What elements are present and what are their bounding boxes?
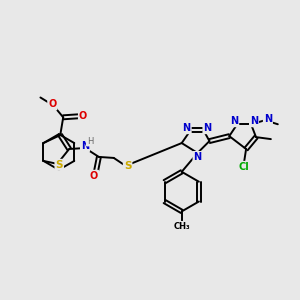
Text: N: N — [194, 152, 202, 162]
Text: N: N — [81, 141, 89, 151]
Text: O: O — [79, 111, 87, 121]
Text: N: N — [264, 114, 272, 124]
Text: CH₃: CH₃ — [173, 222, 190, 231]
Text: N: N — [250, 116, 258, 126]
Text: N: N — [203, 123, 211, 133]
Text: O: O — [90, 171, 98, 181]
Text: N: N — [183, 123, 191, 133]
Text: N: N — [230, 116, 238, 126]
Text: H: H — [87, 136, 93, 146]
Text: S: S — [124, 161, 131, 171]
Text: S: S — [56, 160, 63, 170]
Text: O: O — [48, 99, 56, 110]
Text: Cl: Cl — [239, 162, 250, 172]
